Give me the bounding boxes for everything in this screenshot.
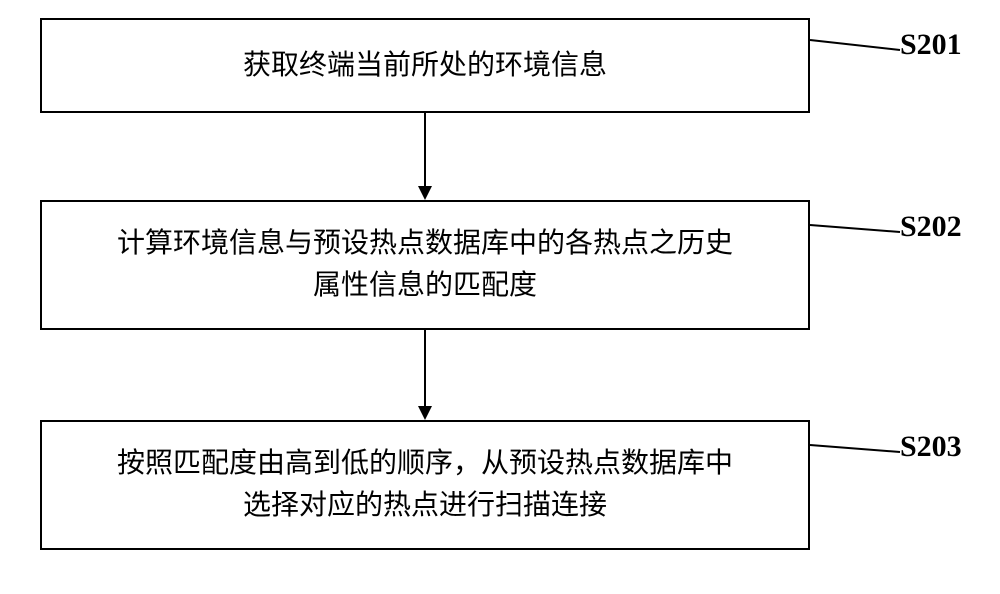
step-label-s201: S201 — [900, 28, 962, 62]
flowchart-node-s203: 按照匹配度由高到低的顺序，从预设热点数据库中 选择对应的热点进行扫描连接 — [40, 420, 810, 550]
node-text: 按照匹配度由高到低的顺序，从预设热点数据库中 选择对应的热点进行扫描连接 — [117, 443, 733, 527]
arrow-s201-s202 — [415, 113, 435, 200]
step-label-s203: S203 — [900, 430, 962, 464]
label-connector-s201 — [808, 38, 902, 52]
label-connector-s202 — [808, 223, 902, 234]
node-text: 计算环境信息与预设热点数据库中的各热点之历史 属性信息的匹配度 — [117, 223, 733, 307]
arrow-s202-s203 — [415, 330, 435, 420]
flowchart-node-s202: 计算环境信息与预设热点数据库中的各热点之历史 属性信息的匹配度 — [40, 200, 810, 330]
flowchart-node-s201: 获取终端当前所处的环境信息 — [40, 18, 810, 113]
label-connector-s203 — [808, 443, 902, 454]
node-text: 获取终端当前所处的环境信息 — [243, 45, 607, 87]
step-label-s202: S202 — [900, 210, 962, 244]
